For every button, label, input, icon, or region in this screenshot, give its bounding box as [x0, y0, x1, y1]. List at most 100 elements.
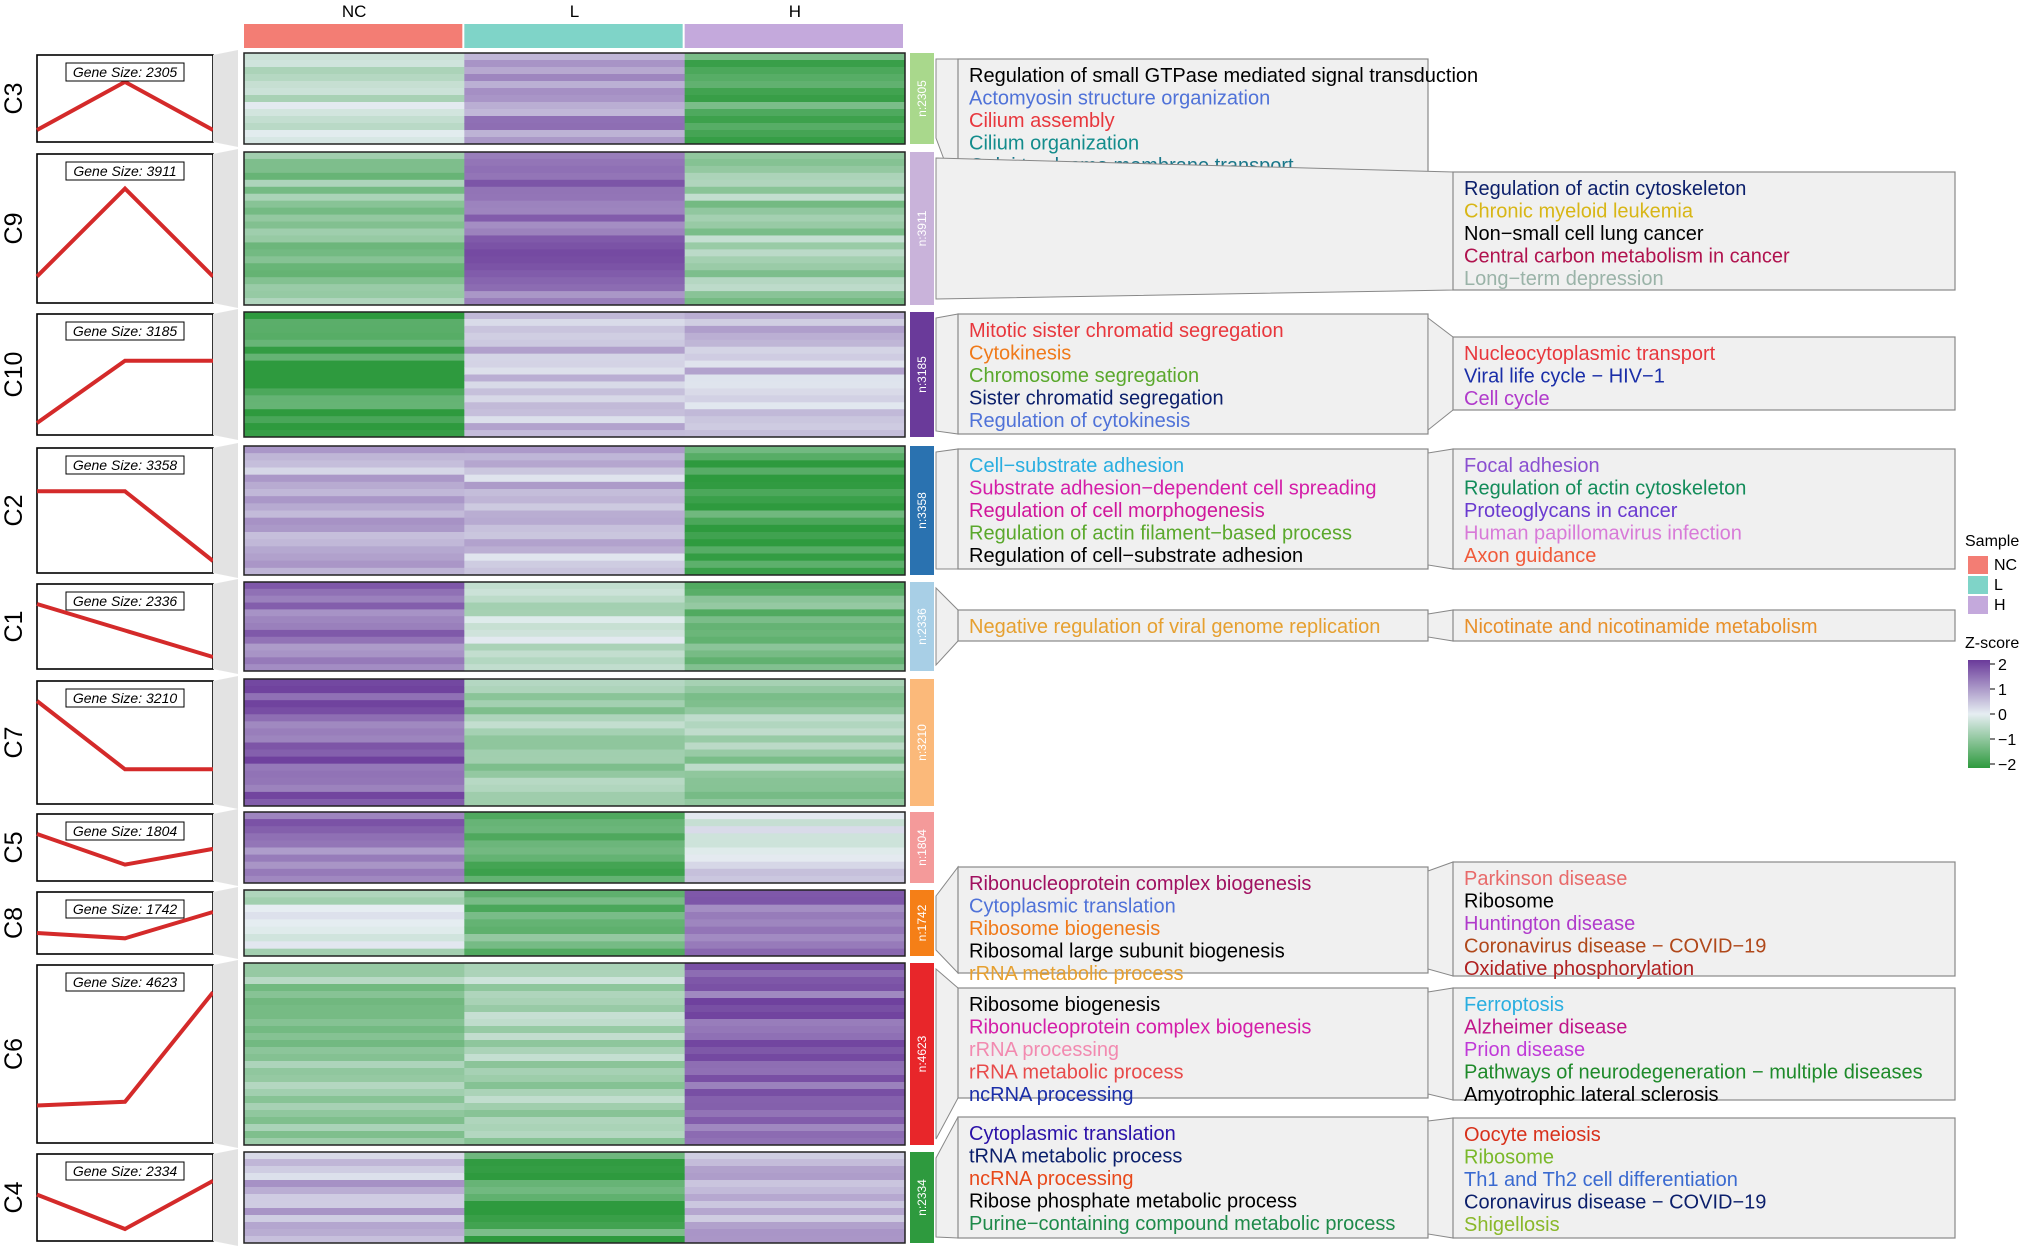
go-term: Mitotic sister chromatid segregation [969, 320, 1284, 342]
heatmap-cell [464, 130, 686, 138]
heatmap-cell [464, 81, 686, 89]
go-term: Regulation of cytokinesis [969, 410, 1190, 432]
heatmap-cell [464, 60, 686, 68]
go-connector [935, 448, 959, 570]
heatmap-cell [244, 109, 465, 117]
heatmap-cell [464, 221, 686, 229]
heatmap-cell [684, 833, 906, 841]
heatmap-cell [464, 847, 686, 856]
heatmap-cell [684, 609, 906, 617]
kegg-term: Central carbon metabolism in cancer [1464, 246, 1790, 268]
heatmap-cell [464, 193, 686, 202]
heatmap-cell [244, 179, 465, 188]
heatmap-cell [244, 214, 465, 223]
heatmap-cell [464, 1173, 686, 1181]
cluster-c1: C1 Gene Size: 2336 n:2336 Negative regulati… [0, 579, 1956, 674]
heatmap-cell [244, 510, 465, 519]
heatmap-cell [684, 1117, 906, 1125]
heatmap-cell [684, 926, 906, 935]
heatmap-cell [684, 172, 906, 181]
go-term: tRNA metabolic process [969, 1146, 1182, 1168]
heatmap-cell [684, 861, 906, 870]
heatmap-cell [464, 353, 686, 362]
trend-line [36, 832, 214, 867]
heatmap-cell [464, 749, 686, 758]
heatmap-cell [464, 664, 686, 672]
go-connector [935, 967, 959, 1140]
heatmap-cell [244, 221, 465, 229]
heatmap-cell [464, 1047, 686, 1055]
go-connector [935, 865, 959, 975]
kegg-term: Alzheimer disease [1464, 1017, 1627, 1039]
heatmap-cell [244, 81, 465, 89]
heatmap-cell [684, 679, 906, 687]
heatmap-cell [684, 1110, 906, 1118]
heatmap-cell [684, 67, 906, 75]
heatmap-cell [684, 1124, 906, 1132]
cluster-c10: C10 Gene Size: 3185 n:3185 Mitotic sister c… [0, 309, 1956, 440]
heatmap-cell [464, 904, 686, 913]
kegg-connector [1427, 448, 1454, 570]
kegg-term: Parkinson disease [1464, 868, 1627, 890]
heatmap-cell [684, 770, 906, 779]
heatmap-cell [464, 109, 686, 117]
cluster-color-bar [910, 963, 934, 1145]
panel-connector [213, 149, 238, 308]
heatmap-cell [244, 756, 465, 765]
heatmap-cell [684, 130, 906, 138]
kegg-term: Chronic myeloid leukemia [1464, 201, 1694, 223]
heatmap-cell [684, 1173, 906, 1181]
heatmap-cell [244, 249, 465, 257]
kegg-term-box [1452, 1117, 1956, 1239]
heatmap-cell [464, 784, 686, 793]
kegg-term: Oocyte meiosis [1464, 1124, 1601, 1146]
heatmap-cell [684, 256, 906, 264]
gene-size-label: Gene Size: 3185 [73, 323, 178, 339]
heatmap-cell [684, 602, 906, 610]
gene-size-box [65, 591, 185, 611]
heatmap-cell [464, 53, 686, 61]
heatmap-cell [244, 623, 465, 631]
heatmap-cell [464, 926, 686, 935]
heatmap-cell [464, 588, 686, 597]
heatmap-cell [244, 312, 465, 320]
heatmap-cell [244, 1068, 465, 1076]
heatmap-cell [684, 991, 906, 999]
heatmap-cell [464, 1180, 686, 1188]
heatmap-cell [464, 291, 686, 299]
heatmap-cell [684, 235, 906, 243]
heatmap-cell [684, 1194, 906, 1202]
heatmap-cell [684, 948, 906, 957]
heatmap-cell [464, 1222, 686, 1230]
heatmap-cell [684, 1019, 906, 1027]
heatmap-cell [684, 1096, 906, 1104]
go-term: rRNA metabolic process [969, 963, 1184, 985]
heatmap-cell [244, 367, 465, 375]
go-term-box [957, 866, 1429, 974]
cluster-n-label: n:3185 [915, 356, 929, 393]
heatmap-cell [684, 623, 906, 631]
cluster-n-label: n:1742 [915, 904, 929, 941]
cluster-label: C10 [0, 352, 28, 398]
heatmap-cell [244, 388, 465, 396]
heatmap-cell [244, 553, 465, 562]
heatmap-cell [464, 1208, 686, 1216]
heatmap-cell [244, 582, 465, 590]
heatmap-cell [464, 1152, 686, 1160]
kegg-connector [1427, 861, 1454, 977]
heatmap-cell [684, 977, 906, 985]
kegg-term: Th1 and Th2 cell differentiation [1464, 1169, 1738, 1191]
heatmap-cell [244, 546, 465, 554]
panel-connector [213, 960, 238, 1148]
heatmap-cell [244, 636, 465, 645]
heatmap-cell [464, 102, 686, 110]
heatmap-cell [464, 1187, 686, 1195]
heatmap-cell [464, 1019, 686, 1027]
gene-size-box [65, 161, 185, 181]
heatmap-cell [464, 1068, 686, 1076]
heatmap-cell [244, 1117, 465, 1125]
heatmap-cell [244, 595, 465, 604]
heatmap-cell [464, 948, 686, 957]
heatmap-cell [464, 481, 686, 490]
heatmap-cell [464, 1166, 686, 1174]
